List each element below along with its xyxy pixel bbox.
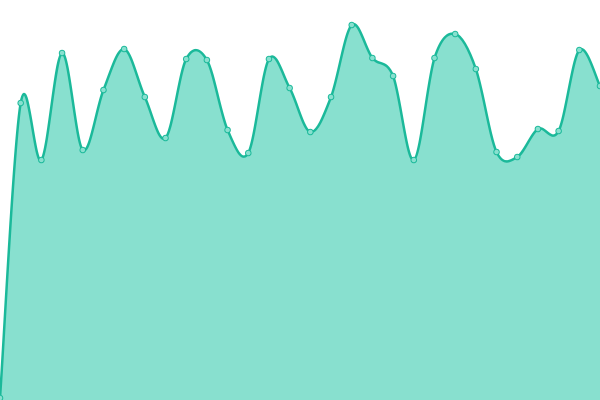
data-point bbox=[162, 134, 169, 142]
data-point bbox=[389, 72, 397, 80]
data-point bbox=[286, 84, 293, 92]
data-point bbox=[431, 54, 438, 62]
area-fill bbox=[0, 24, 600, 400]
data-point bbox=[369, 54, 376, 62]
data-point bbox=[38, 156, 45, 164]
data-point bbox=[596, 82, 600, 90]
data-point bbox=[58, 49, 66, 57]
data-point bbox=[203, 56, 211, 64]
area-line bbox=[0, 22, 600, 399]
data-point bbox=[182, 55, 190, 63]
data-point bbox=[79, 146, 87, 154]
data-point bbox=[555, 127, 562, 135]
data-point bbox=[348, 21, 356, 29]
data-point bbox=[141, 93, 149, 101]
data-point bbox=[307, 128, 314, 136]
data-point bbox=[327, 93, 335, 101]
data-point bbox=[265, 55, 273, 63]
data-point bbox=[576, 46, 583, 54]
data-point bbox=[224, 126, 231, 134]
data-point bbox=[410, 156, 418, 164]
data-point bbox=[493, 148, 500, 156]
data-point bbox=[451, 30, 459, 38]
data-point bbox=[472, 65, 480, 73]
data-point bbox=[0, 394, 4, 400]
data-point bbox=[17, 99, 24, 107]
data-point bbox=[100, 86, 107, 94]
data-point bbox=[513, 153, 521, 161]
data-point bbox=[534, 125, 542, 133]
data-point bbox=[244, 149, 252, 157]
data-point bbox=[120, 45, 128, 53]
